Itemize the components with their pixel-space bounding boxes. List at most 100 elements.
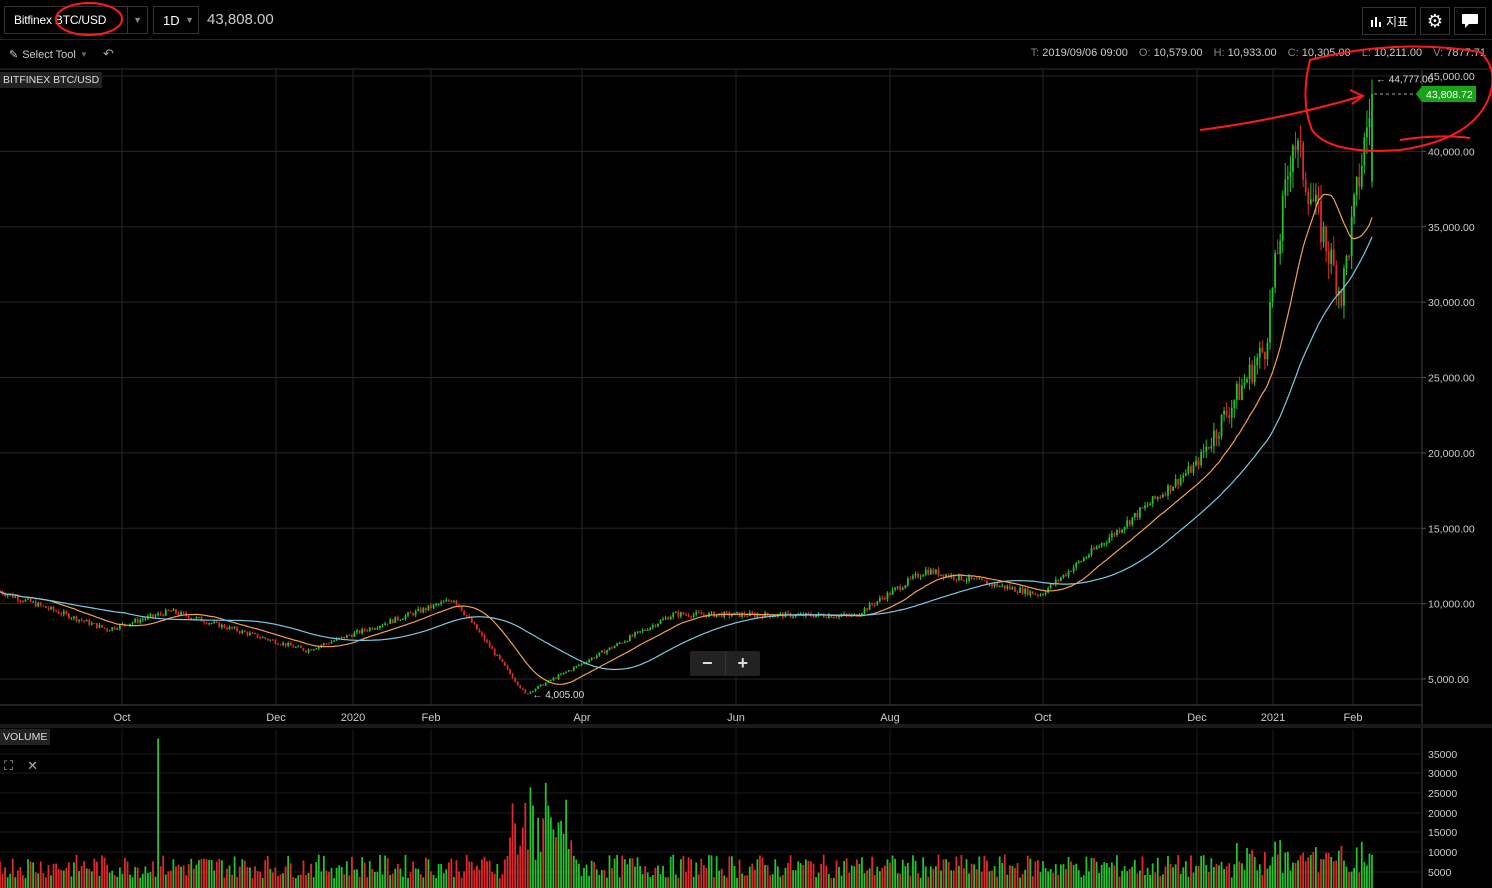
candle-body [664,617,667,619]
volume-bar [784,867,787,888]
candle-body [782,613,784,618]
volume-bar [177,864,180,888]
volume-bar [713,877,715,888]
candle-body [271,639,274,641]
volume-bar [297,875,300,888]
volume-bar [1307,857,1310,888]
candle-body [685,614,687,616]
indicators-button[interactable]: 지표 [1362,7,1416,35]
volume-bar [843,860,846,888]
volume-bar [1302,852,1305,888]
volume-bar [1072,865,1075,888]
volume-bar [769,875,772,888]
candle-body [1320,200,1322,243]
indicators-label: 지표 [1385,14,1409,29]
candle-body [598,652,601,656]
candle-body [746,615,749,617]
volume-bar [34,872,37,888]
candle-body [629,635,631,642]
candle-body [1131,517,1134,525]
volume-bar [534,859,537,888]
volume-bar [896,873,899,888]
candle-body [422,607,425,613]
candle-body [430,605,432,609]
volume-bar [1315,847,1317,888]
candle-body [226,627,228,630]
volume-bar [764,864,766,888]
candle-body [957,574,960,580]
volume-bar [996,876,999,888]
candle-body [728,612,731,617]
volume-bar [67,862,70,888]
candle-body [493,649,496,655]
close-icon[interactable]: ✕ [27,758,39,773]
volume-bar [955,856,958,888]
candle-body [1144,505,1146,509]
chat-button[interactable] [1454,7,1486,35]
candle-body [626,641,629,643]
volume-bar [424,857,427,888]
zoom-out-button[interactable]: − [690,651,726,676]
volume-bar [328,871,330,888]
volume-bar [1187,876,1190,888]
candle-body [343,636,346,639]
candle-body [118,624,121,629]
candle-body [1256,357,1259,366]
volume-bar [1251,849,1254,888]
candle-body [1294,145,1297,151]
volume-bar [588,875,590,888]
volume-bar [78,871,80,888]
volume-bar [1182,867,1185,888]
volume-bar [1304,861,1307,888]
symbol-selector[interactable]: Bitfinex BTC/USD ▼ [4,6,148,34]
price-pane-label: BITFINEX BTC/USD [0,72,103,88]
interval-selector[interactable]: 1D ▼ [153,6,199,34]
candle-body [669,616,672,620]
volume-bar [919,877,922,888]
volume-pane-label: VOLUME [0,729,51,745]
volume-bar [1320,858,1322,888]
ohlc-v-value: 7877.71 [1446,47,1486,59]
volume-bar [613,858,616,888]
volume-bar [376,871,379,888]
candle-body [98,624,101,628]
volume-bar [1075,863,1078,888]
y-tick-label: 35,000.00 [1428,222,1475,234]
candle-body [534,688,537,692]
candle-body [1350,216,1353,257]
volume-bar [1335,860,1338,888]
volume-bar [29,861,32,888]
volume-bar [1368,853,1371,888]
volume-bar [1108,867,1111,888]
chevron-down-icon[interactable]: ▼ [127,7,147,33]
candle-body [501,659,504,662]
candle-body [1212,430,1215,447]
volume-bar [810,861,812,888]
volume-bar [187,864,190,888]
candle-body [389,619,392,625]
candle-body [437,604,440,606]
volume-bar [1095,861,1098,888]
volume-bar [1014,868,1016,888]
volume-bar [279,874,282,888]
volume-bar [475,865,478,888]
candle-body [753,613,756,617]
volume-bar [590,860,593,888]
candle-body [1276,253,1279,255]
select-tool-dropdown[interactable]: ✎ Select Tool ▼ [9,48,88,62]
settings-button[interactable]: ⚙ [1420,7,1450,35]
volume-bar [1057,874,1060,888]
candle-body [506,665,509,670]
undo-icon[interactable]: ↶ [103,46,114,61]
candle-body [833,617,835,619]
zoom-in-button[interactable]: + [737,653,748,673]
candle-body [692,614,695,618]
volume-bar [922,857,925,888]
candle-body [486,640,488,643]
candle-body [702,614,705,616]
candle-body [980,578,983,580]
candle-body [748,612,751,617]
fullscreen-icon[interactable]: ⛶ [4,758,14,773]
volume-bar [899,873,902,888]
